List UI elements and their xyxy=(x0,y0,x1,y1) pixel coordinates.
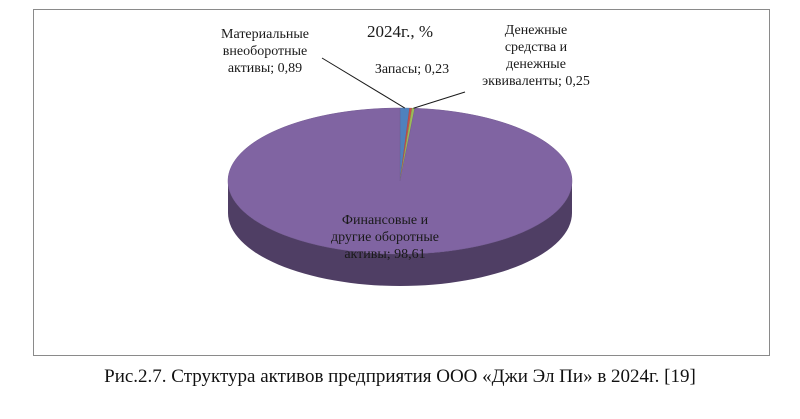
chart-title: 2024г., % xyxy=(367,22,433,41)
slice-side-3 xyxy=(228,181,572,286)
figure-caption: Рис.2.7. Структура активов предприятия О… xyxy=(104,366,696,387)
leader-line-2 xyxy=(413,91,466,109)
slice-label-3: Финансовые и другие оборотные активы; 98,6… xyxy=(331,213,439,262)
slice-labels: Материальные внеоборотные активы; 0,89 Запа… xyxy=(221,23,590,262)
slice-label-0: Материальные внеоборотные активы; 0,89 xyxy=(221,27,309,76)
leader-line-0 xyxy=(321,57,406,109)
slice-label-1: Запасы; 0,23 xyxy=(375,62,449,77)
pie-slices xyxy=(227,107,573,286)
slice-label-2: Денежные средства и денежные эквиваленты; 0… xyxy=(482,23,590,89)
slice-3 xyxy=(227,107,573,255)
leader-lines xyxy=(321,57,466,109)
